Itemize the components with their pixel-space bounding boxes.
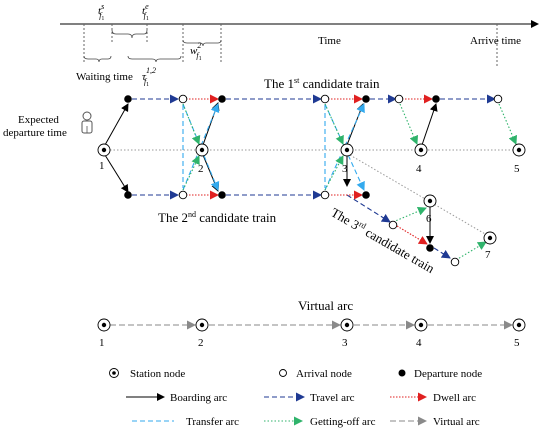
legend-boarding-arc: Boarding arc	[126, 392, 227, 404]
svg-text:Station node: Station node	[130, 368, 185, 380]
station-3-label: 3	[342, 163, 348, 175]
legend-departure-node: Departure node	[398, 368, 482, 380]
legend-transfer-arc: Transfer arc	[132, 416, 239, 428]
station-6-label: 6	[426, 213, 432, 225]
expected-label-line1: Expected	[18, 114, 59, 126]
waiting-time-label: Waiting time	[76, 71, 133, 83]
station-4-label: 4	[416, 163, 422, 175]
time-axis: ts f1 te f1 w2 f1 Waiting time τ1,2 f1 Time …	[60, 2, 539, 88]
legend-travel-arc: Travel arc	[264, 392, 355, 404]
legend-virtual-arc: Virtual arc	[390, 416, 480, 428]
arrive-time-label: Arrive time	[470, 35, 521, 47]
svg-text:Arrival node: Arrival node	[296, 368, 352, 380]
station-1-label: 1	[99, 160, 105, 172]
svg-text:Virtual arc: Virtual arc	[433, 416, 480, 428]
legend-dwell-arc: Dwell arc	[390, 392, 476, 404]
station-2-label: 2	[198, 163, 204, 175]
virtual-station-nodes	[97, 318, 526, 332]
svg-text:Transfer arc: Transfer arc	[186, 416, 239, 428]
virtual-station-2-label: 2	[198, 337, 204, 349]
expected-label-line2: departure time	[3, 127, 67, 139]
dwell-arcs	[186, 94, 433, 245]
svg-text:Departure node: Departure node	[414, 368, 482, 380]
virtual-station-5-label: 5	[514, 337, 520, 349]
travel-arcs	[132, 94, 496, 259]
legend-station-node: Station node	[109, 368, 185, 380]
station-7-label: 7	[485, 249, 491, 261]
nodes	[97, 94, 526, 267]
train-1-label: The 1st candidate train	[264, 76, 380, 91]
transfer-arcs	[182, 103, 365, 191]
train-2-label: The 2nd candidate train	[158, 210, 277, 225]
legend-getting-off-arc: Getting-off arc	[264, 416, 376, 428]
time-axis-label: Time	[318, 35, 341, 47]
virtual-station-4-label: 4	[416, 337, 422, 349]
w-label: w2 f1	[190, 41, 202, 62]
svg-text:Travel arc: Travel arc	[310, 392, 355, 404]
station-5-label: 5	[514, 163, 520, 175]
virtual-station-3-label: 3	[342, 337, 348, 349]
svg-text:Boarding arc: Boarding arc	[170, 392, 227, 404]
virtual-arc-title: Virtual arc	[298, 298, 353, 313]
station-baseline	[110, 149, 515, 239]
svg-text:Dwell arc: Dwell arc	[433, 392, 476, 404]
legend-arrival-node: Arrival node	[279, 368, 352, 380]
passenger-icon	[81, 111, 93, 134]
virtual-station-1-label: 1	[99, 337, 105, 349]
svg-text:Getting-off arc: Getting-off arc	[310, 416, 376, 428]
tau-label: τ1,2 f1	[142, 66, 156, 88]
t-end-label: te f1	[142, 2, 149, 22]
legend: Station node Arrival node Departure node…	[109, 368, 482, 428]
t-start-label: ts f1	[98, 2, 104, 22]
getting-off-arcs	[182, 103, 518, 261]
